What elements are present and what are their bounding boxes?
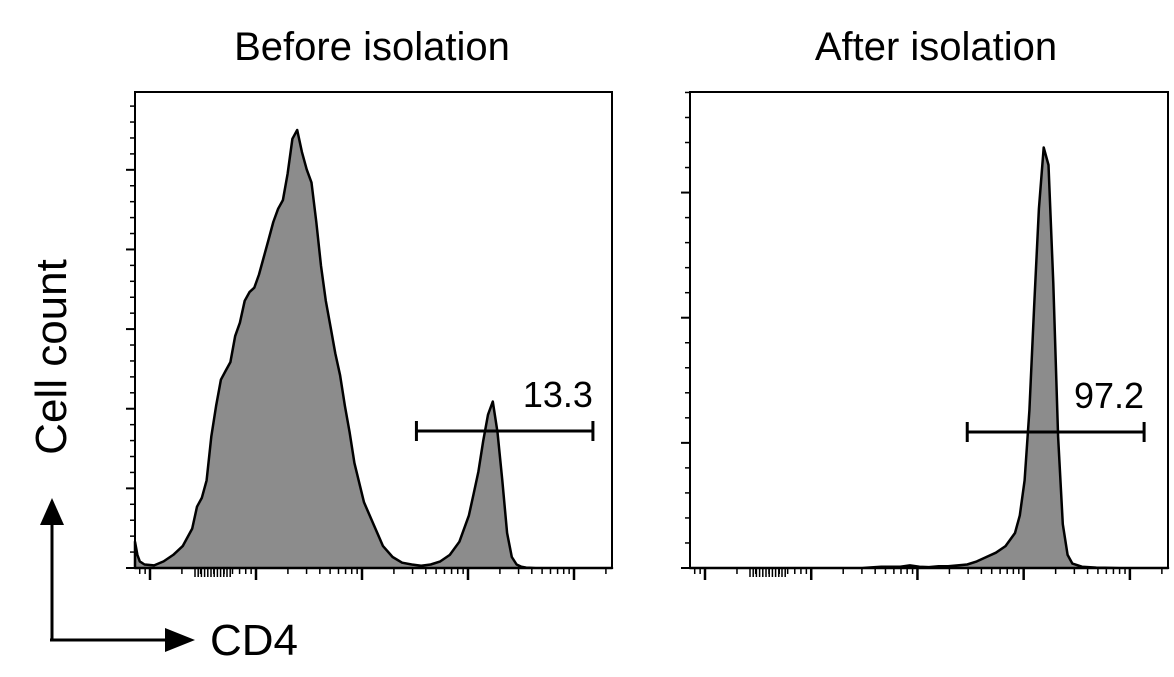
x-axis-label: CD4 [210, 616, 298, 665]
y-arrowhead-icon [40, 498, 64, 525]
plot-frame [689, 91, 1169, 569]
axis-arrows [40, 498, 195, 652]
x-arrowhead-icon [165, 628, 195, 652]
gate-percentage-label: 97.2 [1074, 375, 1144, 416]
histogram-area [688, 146, 1170, 570]
histogram-area [133, 128, 614, 570]
plot-area: 13.3 [126, 91, 614, 580]
panel-title: Before isolation [234, 25, 510, 69]
gate-percentage-label: 13.3 [523, 374, 593, 415]
panel-title: After isolation [815, 25, 1057, 69]
panel-before-isolation: Before isolation 13.3 [126, 25, 614, 580]
y-axis-label: Cell count [27, 259, 76, 455]
panel-after-isolation: After isolation 97.2 [681, 25, 1170, 580]
plot-area: 97.2 [681, 91, 1170, 580]
